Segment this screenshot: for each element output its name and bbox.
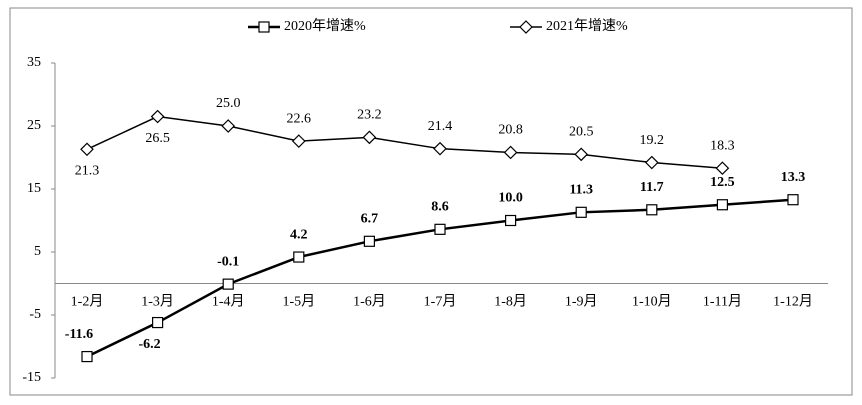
point-marker [222, 278, 234, 290]
point-marker [505, 214, 517, 227]
series-line [86, 115, 723, 169]
point-marker [293, 251, 305, 263]
data-label: -11.6 [65, 327, 93, 342]
data-label: 21.4 [428, 119, 453, 134]
data-label: -0.1 [217, 254, 239, 269]
point-marker [519, 20, 533, 34]
point-marker [258, 21, 270, 33]
point-marker [291, 134, 306, 148]
x-tick-label: 1-10月 [632, 294, 672, 310]
data-label: 26.5 [145, 131, 170, 146]
point-marker [80, 142, 94, 157]
x-tick-label: 1-2月 [71, 294, 104, 310]
data-label: 19.2 [640, 133, 665, 148]
y-tick-label: 25 [27, 118, 41, 133]
y-tick-label: 5 [34, 244, 41, 259]
point-marker [787, 194, 799, 206]
point-marker [362, 130, 377, 145]
point-marker [574, 147, 589, 162]
data-label: 20.8 [498, 123, 523, 138]
point-marker [433, 141, 447, 156]
data-label: 10.0 [498, 191, 523, 206]
x-tick-label: 1-3月 [141, 294, 174, 310]
point-marker [575, 206, 587, 218]
x-tick-label: 1-8月 [494, 294, 527, 310]
data-label: 11.7 [640, 180, 664, 195]
x-tick-label: 1-4月 [212, 294, 245, 310]
y-tick-label: -15 [22, 370, 41, 385]
data-label: 8.6 [431, 200, 449, 215]
point-marker [716, 199, 729, 211]
x-tick-label: 1-12月 [773, 294, 813, 310]
y-tick-label: 15 [27, 181, 41, 196]
point-marker [363, 235, 375, 247]
x-tick-label: 1-5月 [282, 294, 315, 310]
data-label: 4.2 [290, 227, 308, 242]
point-marker [152, 316, 164, 329]
y-tick-label: -5 [29, 307, 41, 322]
y-tick-label: 35 [27, 55, 41, 70]
x-tick-label: 1-9月 [565, 294, 598, 310]
data-label: 12.5 [710, 175, 735, 190]
legend-label: 2021年增速% [546, 18, 628, 34]
legend-label: 2020年增速% [284, 18, 366, 34]
point-marker [646, 204, 658, 216]
data-label: 20.5 [569, 125, 594, 140]
data-label: 22.6 [287, 111, 312, 126]
point-marker [221, 119, 236, 133]
data-label: 11.3 [569, 183, 593, 198]
point-marker [715, 161, 730, 176]
point-marker [150, 109, 165, 124]
x-tick-label: 1-11月 [703, 294, 742, 310]
point-marker [644, 155, 659, 170]
data-label: 21.3 [75, 164, 100, 179]
chart-border [9, 7, 853, 396]
data-label: 23.2 [357, 108, 382, 123]
data-label: 25.0 [216, 96, 241, 111]
point-marker [434, 223, 446, 235]
data-label: 18.3 [710, 138, 735, 153]
data-label: 13.3 [781, 170, 806, 185]
x-tick-label: 1-6月 [353, 294, 386, 310]
point-marker [81, 350, 93, 363]
data-label: -6.2 [139, 337, 161, 352]
data-label: 6.7 [361, 212, 379, 227]
x-tick-label: 1-7月 [424, 294, 457, 310]
point-marker [503, 145, 518, 160]
